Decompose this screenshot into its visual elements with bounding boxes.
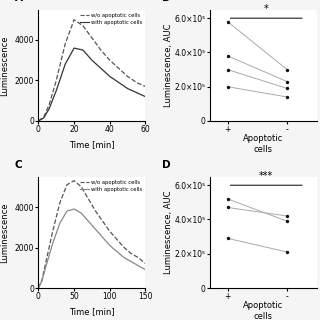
Point xyxy=(225,205,230,210)
Point xyxy=(284,79,290,84)
Point xyxy=(284,67,290,72)
Legend: w/o apoptotic cells, with apoptotic cells: w/o apoptotic cells, with apoptotic cell… xyxy=(79,12,143,25)
Text: A: A xyxy=(15,0,23,3)
Text: *: * xyxy=(264,4,268,14)
Point xyxy=(284,86,290,91)
Point xyxy=(284,213,290,219)
Y-axis label: Luminescence, AUC: Luminescence, AUC xyxy=(164,191,173,274)
X-axis label: Time [min]: Time [min] xyxy=(69,140,115,149)
Text: ***: *** xyxy=(259,171,273,181)
Point xyxy=(284,219,290,224)
Point xyxy=(225,19,230,24)
Point xyxy=(225,84,230,89)
Y-axis label: Luminescence: Luminescence xyxy=(0,35,9,96)
Text: C: C xyxy=(15,160,22,170)
Point xyxy=(284,94,290,100)
Point xyxy=(225,196,230,202)
X-axis label: Time [min]: Time [min] xyxy=(69,307,115,316)
Y-axis label: Luminescence, AUC: Luminescence, AUC xyxy=(164,24,173,107)
X-axis label: Apoptotic
cells: Apoptotic cells xyxy=(243,301,284,320)
Point xyxy=(225,67,230,72)
Point xyxy=(284,250,290,255)
Y-axis label: Luminescence: Luminescence xyxy=(0,202,9,263)
X-axis label: Apoptotic
cells: Apoptotic cells xyxy=(243,134,284,154)
Legend: w/o apoptotic cells, with apoptotic cells: w/o apoptotic cells, with apoptotic cell… xyxy=(79,179,143,192)
Text: B: B xyxy=(162,0,170,3)
Point xyxy=(225,53,230,59)
Text: D: D xyxy=(162,160,170,170)
Point xyxy=(225,236,230,241)
